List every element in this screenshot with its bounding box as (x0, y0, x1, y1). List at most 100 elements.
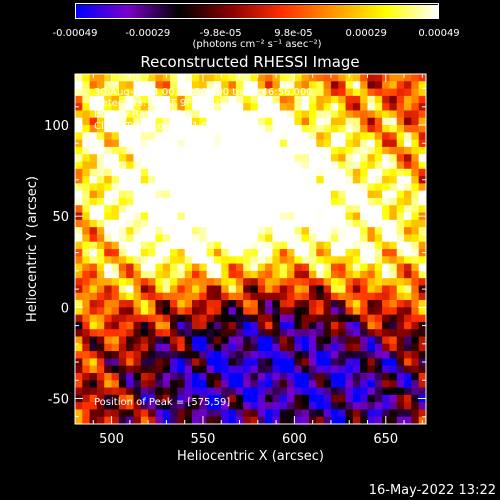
heatmap-cell (382, 117, 390, 126)
heatmap-cell (382, 234, 390, 243)
heatmap-cell (133, 300, 142, 308)
heatmap-cell (294, 95, 303, 104)
heatmap-cell (352, 351, 361, 359)
heatmap-cell (206, 95, 215, 104)
heatmap-cell (396, 263, 405, 272)
heatmap-cell (418, 256, 427, 264)
heatmap-cell (345, 205, 354, 213)
heatmap-cell (82, 249, 91, 257)
heatmap-cell (272, 256, 281, 264)
heatmap-cell (323, 416, 332, 425)
heatmap-cell (338, 321, 346, 330)
heatmap-cell (418, 263, 427, 272)
heatmap-cell (418, 190, 427, 199)
heatmap-cell (316, 110, 325, 119)
heatmap-cell (411, 95, 420, 104)
heatmap-cell (338, 168, 346, 177)
heatmap-cell (206, 380, 215, 388)
heatmap-cell (352, 219, 361, 228)
heatmap-cell (418, 380, 427, 388)
colorbar-tick-label: 0.00049 (418, 28, 460, 39)
heatmap-cell (316, 365, 325, 374)
heatmap-cell (418, 241, 427, 250)
heatmap-cell (294, 103, 303, 111)
heatmap-cell (279, 241, 288, 250)
heatmap-cell (199, 278, 208, 286)
heatmap-cell (192, 292, 200, 301)
heatmap-cell (243, 219, 251, 228)
heatmap-cell (389, 183, 398, 192)
heatmap-cell (301, 372, 310, 381)
heatmap-cell (367, 314, 376, 323)
heatmap-cell (170, 256, 178, 264)
heatmap-cell (206, 402, 215, 410)
colorbar-tick-label: -0.00049 (52, 28, 98, 39)
heatmap-cell (221, 314, 229, 323)
heatmap-cell (228, 372, 237, 381)
heatmap-cell (235, 263, 244, 272)
heatmap-cell (111, 205, 120, 213)
heatmap-cell (287, 292, 295, 301)
heatmap-cell (265, 190, 273, 199)
heatmap-cell (338, 88, 346, 97)
heatmap-cell (404, 161, 412, 170)
heatmap-cell (396, 205, 405, 213)
heatmap-cell (89, 205, 98, 213)
heatmap-cell (367, 292, 376, 301)
heatmap-cell (221, 81, 229, 89)
heatmap-cell (257, 300, 266, 308)
heatmap-cell (250, 380, 259, 388)
heatmap-cell (199, 343, 208, 352)
heatmap-cell (243, 343, 251, 352)
heatmap-cell (330, 300, 339, 308)
heatmap-cell (257, 343, 266, 352)
heatmap-cell (265, 285, 273, 294)
heatmap-cell (184, 292, 193, 301)
heatmap-cell (316, 190, 325, 199)
heatmap-cell (228, 205, 237, 213)
heatmap-cell (89, 300, 98, 308)
heatmap-cell (279, 190, 288, 199)
heatmap-cell (287, 394, 295, 403)
heatmap-cell (192, 387, 200, 396)
heatmap-cell (235, 343, 244, 352)
heatmap-cell (148, 292, 156, 301)
heatmap-cell (199, 358, 208, 367)
heatmap-cell (89, 103, 98, 111)
heatmap-cell (367, 409, 376, 418)
heatmap-cell (199, 139, 208, 148)
heatmap-cell (272, 110, 281, 119)
heatmap-cell (250, 249, 259, 257)
heatmap-cell (118, 314, 127, 323)
heatmap-cell (192, 314, 200, 323)
heatmap-cell (411, 416, 420, 425)
heatmap-cell (323, 387, 332, 396)
heatmap-cell (250, 81, 259, 89)
heatmap-cell (345, 336, 354, 345)
heatmap-cell (330, 197, 339, 206)
heatmap-cell (352, 81, 361, 89)
heatmap-cell (75, 205, 83, 213)
heatmap-cell (75, 110, 83, 119)
heatmap-cell (140, 219, 149, 228)
heatmap-cell (396, 95, 405, 104)
heatmap-cell (250, 402, 259, 410)
heatmap-cell (133, 197, 142, 206)
heatmap-cell (155, 95, 164, 104)
heatmap-cell (389, 176, 398, 184)
heatmap-cell (301, 110, 310, 119)
heatmap-cell (170, 168, 178, 177)
heatmap-cell (367, 103, 376, 111)
heatmap-cell (287, 95, 295, 104)
heatmap-cell (228, 307, 237, 316)
heatmap-cell (140, 81, 149, 89)
heatmap-cell (345, 402, 354, 410)
heatmap-cell (360, 292, 368, 301)
heatmap-cell (75, 227, 83, 235)
heatmap-cell (96, 249, 105, 257)
heatmap-cell (206, 300, 215, 308)
heatmap-cell (338, 249, 346, 257)
heatmap-cell (140, 88, 149, 97)
footer-date: 16-May-2022 13:22 (368, 483, 496, 498)
heatmap-cell (148, 183, 156, 192)
